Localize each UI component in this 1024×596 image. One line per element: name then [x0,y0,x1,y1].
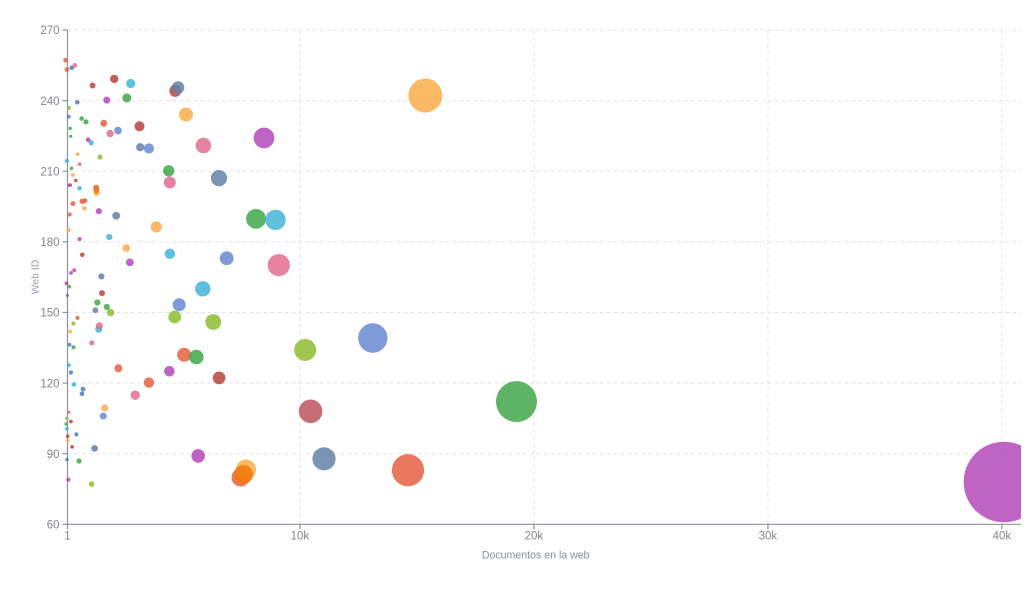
svg-text:60: 60 [47,520,60,532]
svg-text:10k: 10k [291,530,310,542]
svg-text:30k: 30k [759,530,778,542]
svg-text:210: 210 [40,166,59,178]
svg-text:180: 180 [40,237,59,249]
svg-text:240: 240 [40,96,59,108]
svg-text:1: 1 [64,530,70,542]
svg-text:Web ID: Web ID [30,259,42,294]
svg-text:150: 150 [40,308,59,320]
svg-text:Documentos en la web: Documentos en la web [482,550,590,562]
svg-text:120: 120 [40,378,59,390]
svg-text:90: 90 [47,449,60,461]
svg-text:40k: 40k [993,530,1012,542]
svg-text:270: 270 [40,25,59,37]
svg-text:20k: 20k [525,530,544,542]
